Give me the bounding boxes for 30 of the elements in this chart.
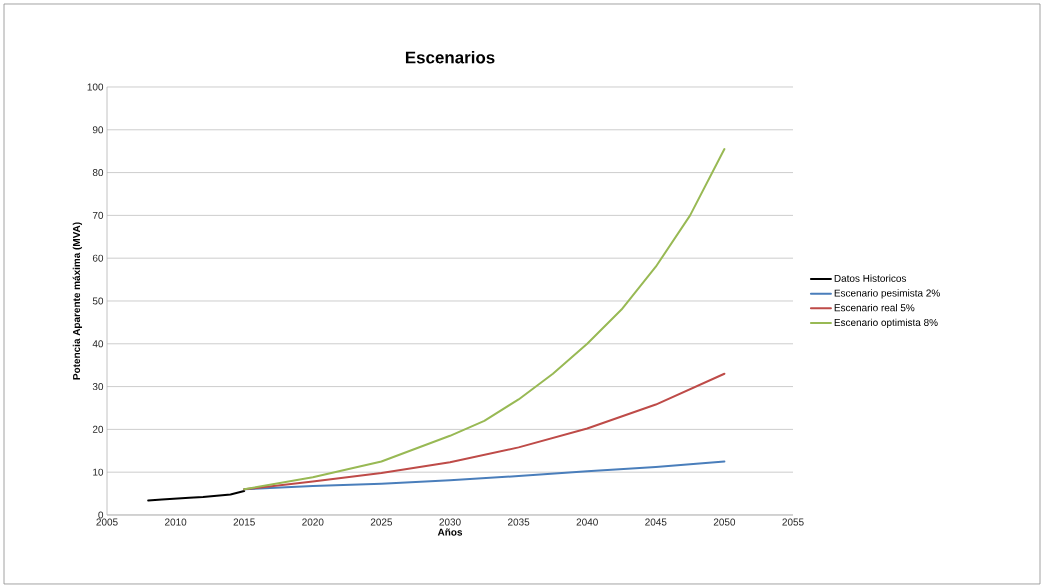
x-tick-label: 2010 — [165, 518, 187, 526]
y-tick-label: 30 — [92, 383, 104, 391]
y-tick-label: 100 — [87, 83, 104, 91]
y-tick-label: 50 — [92, 297, 104, 305]
y-tick-label: 60 — [92, 254, 104, 262]
x-axis-title: Años — [437, 528, 463, 536]
x-tick-label: 2030 — [439, 518, 461, 526]
y-tick-label: 90 — [92, 126, 104, 134]
line-series — [243, 148, 726, 491]
y-tick-label: 70 — [92, 211, 104, 219]
x-tick-label: 2050 — [713, 518, 736, 526]
y-tick-label: 40 — [92, 340, 104, 348]
x-tick-label: 2035 — [508, 518, 530, 526]
x-tick-label: 2055 — [782, 518, 804, 526]
y-tick-label: 0 — [98, 511, 104, 519]
y-tick-label: 80 — [92, 169, 104, 177]
legend-label: Datos Historicos — [834, 274, 907, 282]
chart-title: Escenarios — [405, 51, 495, 64]
x-tick-label: 2025 — [370, 518, 393, 526]
x-tick-label: 2040 — [576, 518, 598, 526]
x-tick-label: 2005 — [96, 518, 118, 526]
y-tick-label: 20 — [92, 425, 104, 433]
y-tick-label: 10 — [93, 468, 104, 476]
x-tick-label: 2015 — [233, 518, 255, 526]
x-tick-label: 2045 — [645, 518, 667, 526]
y-axis-title: Potencia Aparente máxima (MVA) — [72, 222, 83, 380]
legend-label: Escenario optimista 8% — [834, 318, 938, 328]
legend-label: Escenario real 5% — [834, 303, 915, 312]
legend-label: Escenario pesimista 2% — [834, 289, 940, 299]
x-tick-label: 2020 — [302, 518, 324, 526]
